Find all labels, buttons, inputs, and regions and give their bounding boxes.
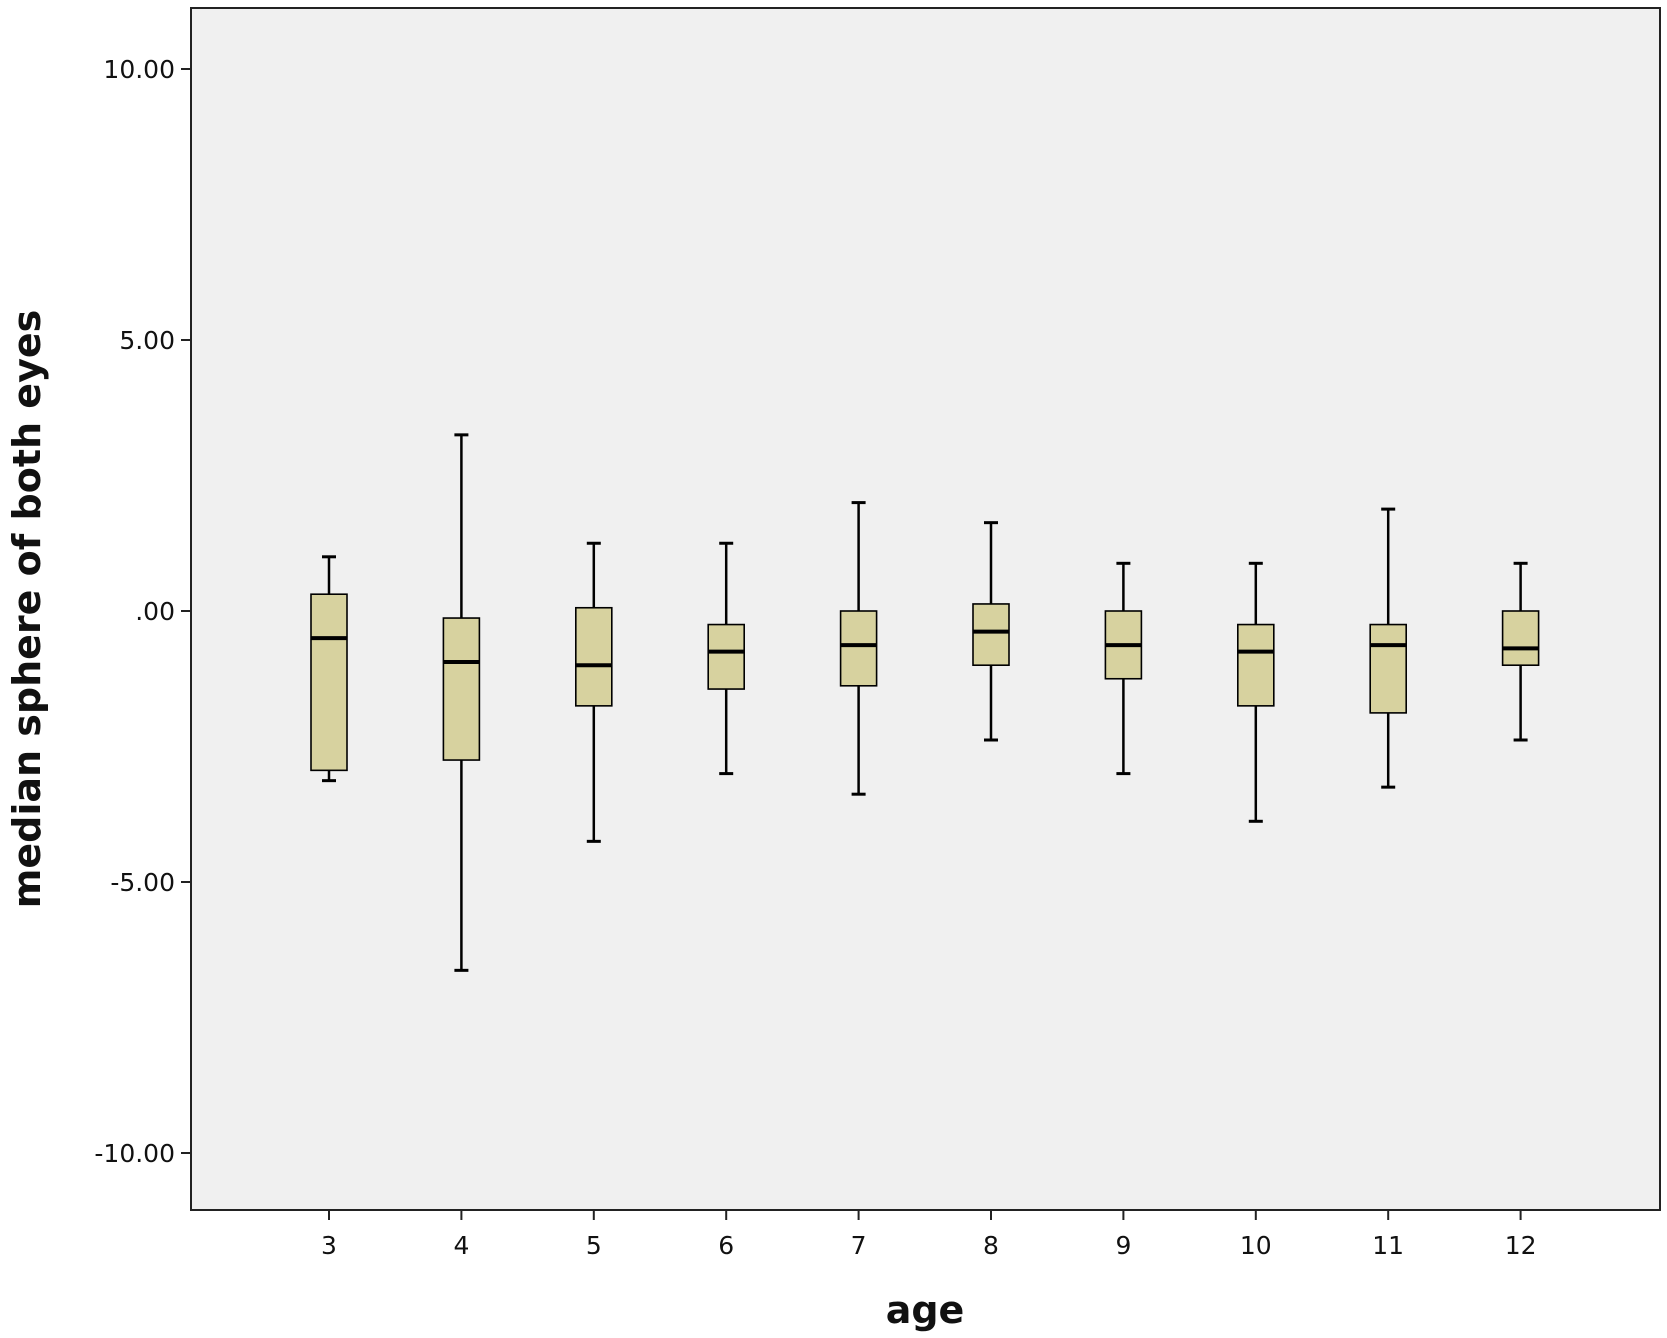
x-tick-label: 9 xyxy=(1115,1231,1131,1260)
box-age-10 xyxy=(1237,561,1275,823)
x-tick-label: 8 xyxy=(983,1231,999,1260)
y-tick-label: -10.00 xyxy=(94,1139,175,1168)
y-tick-label: .00 xyxy=(135,597,175,626)
box-age-12 xyxy=(1501,561,1540,742)
x-tick-label: 4 xyxy=(453,1231,469,1260)
x-tick-label: 11 xyxy=(1372,1231,1404,1260)
iqr-box xyxy=(707,623,746,690)
plot-area xyxy=(190,7,1661,1211)
iqr-box xyxy=(972,603,1010,666)
box-age-4 xyxy=(442,433,481,972)
x-tick-label: 10 xyxy=(1240,1231,1272,1260)
box-age-6 xyxy=(707,541,746,776)
iqr-box xyxy=(1369,623,1407,714)
box-series xyxy=(310,433,1540,972)
box-age-5 xyxy=(574,541,613,843)
box-age-9 xyxy=(1104,561,1143,776)
y-axis: 10.00 5.00 .00 -5.00 -10.00 xyxy=(94,55,191,1168)
iqr-box xyxy=(442,617,481,761)
x-axis: 3 4 5 6 7 8 9 10 11 12 xyxy=(321,1210,1537,1260)
iqr-box xyxy=(1501,610,1540,667)
box-age-8 xyxy=(972,521,1010,742)
x-tick-label: 7 xyxy=(851,1231,867,1260)
iqr-box xyxy=(574,606,613,707)
box-age-7 xyxy=(839,501,878,796)
y-tick-label: 5.00 xyxy=(119,326,175,355)
box-age-11 xyxy=(1369,507,1407,789)
y-tick-label: -5.00 xyxy=(110,868,175,897)
x-axis-title: age xyxy=(886,1288,965,1332)
iqr-box xyxy=(310,593,348,772)
iqr-box xyxy=(839,610,878,687)
iqr-box xyxy=(1237,623,1275,707)
y-axis-title: median sphere of both eyes xyxy=(5,310,49,908)
x-tick-label: 5 xyxy=(586,1231,602,1260)
box-age-3 xyxy=(310,555,348,783)
x-tick-label: 3 xyxy=(321,1231,337,1260)
y-tick-label: 10.00 xyxy=(103,55,175,84)
x-tick-label: 12 xyxy=(1505,1231,1537,1260)
x-tick-label: 6 xyxy=(718,1231,734,1260)
